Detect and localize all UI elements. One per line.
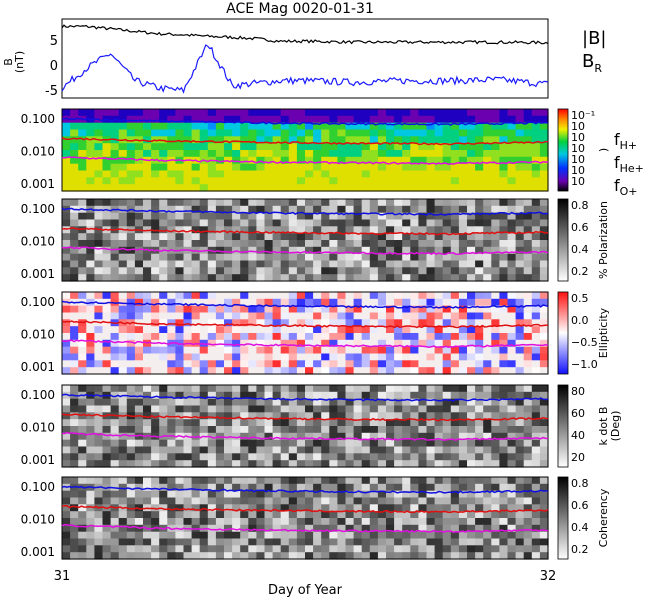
colorbar-tick-label: 10 [571, 131, 585, 144]
colorbar-tick-label: 80 [571, 385, 585, 398]
colorbar-tick-label: 10 [571, 120, 585, 133]
colorbar-tick-label: 0.5 [571, 292, 589, 305]
ion-frequency-legend: fH+ fHe+ fO+ [614, 130, 644, 198]
freq-tick-label: 0.100 [21, 295, 55, 309]
freq-tick-label: 0.001 [21, 267, 55, 281]
freq-tick-label: 0.001 [21, 545, 55, 559]
series-fo-line [61, 339, 549, 348]
legend-f-he: fHe+ [614, 153, 644, 175]
colorbar-tick-label: 10 [571, 164, 585, 177]
panel-frame [61, 476, 549, 560]
colorbar-label: % Polarization [597, 201, 610, 279]
series-fhe-line [61, 413, 549, 422]
series-fhe-line [61, 320, 549, 329]
legend-f-h: fH+ [614, 130, 637, 152]
freq-tick-label: 0.010 [21, 512, 55, 526]
colorbar-tick-label: 10 [571, 142, 585, 155]
colorbar [557, 384, 569, 468]
series-fh-line [61, 485, 549, 494]
series-fh-line [61, 207, 548, 216]
x-tick-end: 32 [540, 569, 557, 584]
series-br-line [61, 44, 549, 94]
colorbar-tick-label: 0.0 [571, 314, 589, 327]
panel-frame [61, 108, 549, 192]
colorbar-tick-label: 0.2 [571, 265, 589, 278]
colorbar-tick-label: 40 [571, 429, 585, 442]
freq-tick-label: 0.100 [21, 112, 55, 126]
freq-tick-label: 0.001 [21, 360, 55, 374]
colorbar-tick-label: 0.6 [571, 499, 589, 512]
mag-ytick-minus5: -5 [45, 84, 58, 99]
x-tick-start: 31 [54, 569, 71, 584]
colorbar-label-unit: (Deg) [609, 411, 622, 442]
colorbar-label: Coherency [597, 488, 610, 547]
colorbar-label: k dot B [597, 407, 610, 446]
panel-polarization: 0.100 0.010 0.001 0.8 0.6 0.4 0.2 % Polarizatio… [21, 198, 610, 282]
series-fhe-line [61, 136, 549, 146]
colorbar [557, 198, 569, 282]
chart-title: ACE Mag 0020-01-31 [226, 1, 374, 17]
series-fo-line [61, 431, 549, 442]
series-fo-line [61, 156, 549, 166]
colorbar-tick-label: 0.6 [571, 221, 589, 234]
freq-tick-label: 0.001 [21, 453, 55, 467]
mag-ytick-5: 5 [50, 34, 58, 49]
series-fh-line [61, 393, 549, 402]
freq-tick-label: 0.010 [21, 144, 55, 158]
freq-tick-label: 0.100 [21, 480, 55, 494]
colorbar-tick-label: 10 [571, 175, 585, 188]
mag-ylabel-unit: (nT) [13, 51, 26, 73]
colorbar-tick-label: 0.8 [571, 199, 589, 212]
panel-frame [61, 291, 549, 375]
mag-ylabel: B [2, 58, 15, 66]
colorbar-tick-label: 60 [571, 407, 585, 420]
series-fhe-line [61, 227, 549, 236]
colorbar-tick-label: −0.5 [571, 336, 598, 349]
magnetic-field-panel: 5 0 -5 B (nT) |B| BR [2, 18, 606, 99]
colorbar-tick-label: 0.4 [571, 521, 589, 534]
panel-kdotb: 0.100 0.010 0.001 80 60 40 20 k dot B (Deg) [21, 384, 622, 468]
colorbar-tick-label: 0.4 [571, 243, 589, 256]
colorbar-tick-label: 10 [571, 153, 585, 166]
series-fo-line [61, 524, 549, 534]
freq-tick-label: 0.100 [21, 202, 55, 216]
series-fh-line [61, 300, 549, 309]
colorbar-label: Ellipticity [597, 307, 610, 358]
legend-br: BR [582, 51, 602, 75]
series-fh-line [61, 117, 549, 126]
colorbar [557, 108, 569, 192]
colorbar-tick-label: −1.0 [571, 358, 598, 371]
colorbar [557, 476, 569, 560]
freq-tick-label: 0.001 [21, 177, 55, 191]
colorbar-tick-label: 0.2 [571, 543, 589, 556]
colorbar-tick-label: 20 [571, 451, 585, 464]
x-axis-label: Day of Year [268, 583, 343, 598]
legend-btotal: |B| [582, 28, 606, 49]
panel-coherency: 0.100 0.010 0.001 0.8 0.6 0.4 0.2 Coherency [21, 476, 610, 560]
freq-tick-label: 0.010 [21, 234, 55, 248]
mag-ytick-0: 0 [50, 59, 58, 74]
freq-tick-label: 0.010 [21, 420, 55, 434]
freq-tick-label: 0.100 [21, 388, 55, 402]
colorbar [557, 291, 569, 375]
panel-frame [61, 384, 549, 468]
colorbar-label: ) [597, 148, 610, 152]
series-fhe-line [61, 504, 549, 514]
colorbar-tick-label: 10⁻¹ [571, 109, 595, 122]
colorbar-tick-label: 0.8 [571, 477, 589, 490]
series-btotal-line [61, 24, 549, 45]
legend-f-o: fO+ [614, 176, 638, 198]
series-fo-line [62, 246, 549, 256]
freq-tick-label: 0.010 [21, 327, 55, 341]
panel-frame [61, 198, 549, 282]
